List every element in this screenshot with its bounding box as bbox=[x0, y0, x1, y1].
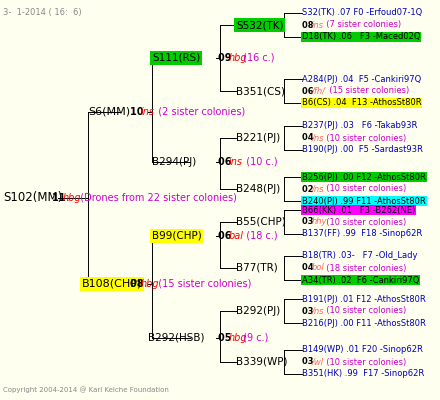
Text: B77(TR): B77(TR) bbox=[236, 263, 278, 273]
Text: 03: 03 bbox=[302, 358, 316, 366]
Text: bal: bal bbox=[229, 231, 244, 241]
Text: /ns: /ns bbox=[312, 134, 324, 142]
Text: B339(WP): B339(WP) bbox=[236, 357, 287, 367]
Text: 08: 08 bbox=[130, 279, 147, 289]
Text: 06: 06 bbox=[302, 86, 316, 96]
Text: S532(TK): S532(TK) bbox=[236, 20, 283, 30]
Text: B237(PJ) .03   F6 -Takab93R: B237(PJ) .03 F6 -Takab93R bbox=[302, 122, 418, 130]
Text: ins: ins bbox=[141, 107, 155, 117]
Text: 04: 04 bbox=[302, 264, 316, 272]
Text: 06: 06 bbox=[218, 157, 235, 167]
Text: S111(RS): S111(RS) bbox=[152, 53, 200, 63]
Text: 03: 03 bbox=[302, 218, 316, 226]
Text: (16 c.): (16 c.) bbox=[240, 53, 275, 63]
Text: 04: 04 bbox=[302, 134, 316, 142]
Text: B351(CS): B351(CS) bbox=[236, 86, 285, 96]
Text: B292(PJ): B292(PJ) bbox=[236, 306, 280, 316]
Text: B99(CHP): B99(CHP) bbox=[152, 231, 202, 241]
Text: B240(PJ) .99 F11 -AthosSt80R: B240(PJ) .99 F11 -AthosSt80R bbox=[302, 196, 426, 206]
Text: 03: 03 bbox=[302, 306, 316, 316]
Text: S102(MM): S102(MM) bbox=[3, 192, 62, 204]
Text: (2 sister colonies): (2 sister colonies) bbox=[152, 107, 245, 117]
Text: B66(KK) .01   F3 -B262(NE): B66(KK) .01 F3 -B262(NE) bbox=[302, 206, 415, 214]
Text: (10 sister colonies): (10 sister colonies) bbox=[321, 358, 406, 366]
Text: 06: 06 bbox=[218, 231, 235, 241]
Text: (9 c.): (9 c.) bbox=[240, 333, 268, 343]
Text: B18(TR) .03-   F7 -Old_Lady: B18(TR) .03- F7 -Old_Lady bbox=[302, 252, 418, 260]
Text: /fh/: /fh/ bbox=[312, 86, 325, 96]
Text: D18(TK) .06   F3 -Maced02Q: D18(TK) .06 F3 -Maced02Q bbox=[302, 32, 421, 42]
Text: hbg: hbg bbox=[63, 193, 81, 203]
Text: bol: bol bbox=[312, 264, 324, 272]
Text: /wl: /wl bbox=[312, 358, 323, 366]
Text: 02: 02 bbox=[302, 184, 316, 194]
Text: B292(HSB): B292(HSB) bbox=[148, 333, 205, 343]
Text: (Drones from 22 sister colonies): (Drones from 22 sister colonies) bbox=[74, 193, 237, 203]
Text: B137(FF) .99  F18 -Sinop62R: B137(FF) .99 F18 -Sinop62R bbox=[302, 230, 422, 238]
Text: 10: 10 bbox=[130, 107, 147, 117]
Text: hbg: hbg bbox=[229, 333, 248, 343]
Text: (15 sister colonies): (15 sister colonies) bbox=[324, 86, 409, 96]
Text: (10 sister colonies): (10 sister colonies) bbox=[321, 184, 406, 194]
Text: hhy: hhy bbox=[312, 218, 327, 226]
Text: B248(PJ): B248(PJ) bbox=[236, 184, 280, 194]
Text: B216(PJ) .00 F11 -AthosSt80R: B216(PJ) .00 F11 -AthosSt80R bbox=[302, 318, 426, 328]
Text: (18 c.): (18 c.) bbox=[240, 231, 278, 241]
Text: B221(PJ): B221(PJ) bbox=[236, 133, 280, 143]
Text: ins: ins bbox=[229, 157, 243, 167]
Text: B256(PJ) .00 F12 -AthosSt80R: B256(PJ) .00 F12 -AthosSt80R bbox=[302, 172, 426, 182]
Text: 3-  1-2014 ( 16:  6): 3- 1-2014 ( 16: 6) bbox=[3, 8, 82, 17]
Text: /ns: /ns bbox=[312, 306, 324, 316]
Text: (10 sister colonies): (10 sister colonies) bbox=[321, 306, 406, 316]
Text: B190(PJ) .00  F5 -Sardast93R: B190(PJ) .00 F5 -Sardast93R bbox=[302, 146, 423, 154]
Text: (15 sister colonies): (15 sister colonies) bbox=[152, 279, 251, 289]
Text: (10 sister colonies): (10 sister colonies) bbox=[321, 134, 406, 142]
Text: B149(WP) .01 F20 -Sinop62R: B149(WP) .01 F20 -Sinop62R bbox=[302, 346, 423, 354]
Text: A284(PJ) .04  F5 -Cankiri97Q: A284(PJ) .04 F5 -Cankiri97Q bbox=[302, 74, 421, 84]
Text: B191(PJ) .01 F12 -AthosSt80R: B191(PJ) .01 F12 -AthosSt80R bbox=[302, 294, 426, 304]
Text: S6(MM): S6(MM) bbox=[88, 107, 130, 117]
Text: ins: ins bbox=[312, 20, 323, 30]
Text: B108(CHP): B108(CHP) bbox=[82, 279, 143, 289]
Text: B294(PJ): B294(PJ) bbox=[152, 157, 196, 167]
Text: /ns: /ns bbox=[312, 184, 324, 194]
Text: (7 sister colonies): (7 sister colonies) bbox=[321, 20, 401, 30]
Text: S32(TK) .07 F0 -Erfoud07-1Q: S32(TK) .07 F0 -Erfoud07-1Q bbox=[302, 8, 422, 18]
Text: Copyright 2004-2014 @ Karl Kelche Foundation: Copyright 2004-2014 @ Karl Kelche Founda… bbox=[3, 386, 169, 393]
Text: (18 sister colonies): (18 sister colonies) bbox=[321, 264, 406, 272]
Text: B351(HK) .99  F17 -Sinop62R: B351(HK) .99 F17 -Sinop62R bbox=[302, 370, 424, 378]
Text: B55(CHP): B55(CHP) bbox=[236, 217, 286, 227]
Text: 08: 08 bbox=[302, 20, 316, 30]
Text: (10 c.): (10 c.) bbox=[240, 157, 278, 167]
Text: B6(CS) .04  F13 -AthosSt80R: B6(CS) .04 F13 -AthosSt80R bbox=[302, 98, 422, 108]
Text: 11: 11 bbox=[52, 193, 69, 203]
Text: 05: 05 bbox=[218, 333, 235, 343]
Text: hbg: hbg bbox=[229, 53, 248, 63]
Text: hbg: hbg bbox=[141, 279, 160, 289]
Text: 09: 09 bbox=[218, 53, 235, 63]
Text: (10 sister colonies): (10 sister colonies) bbox=[321, 218, 406, 226]
Text: A34(TR) .02  F6 -Cankiri97Q: A34(TR) .02 F6 -Cankiri97Q bbox=[302, 276, 419, 284]
